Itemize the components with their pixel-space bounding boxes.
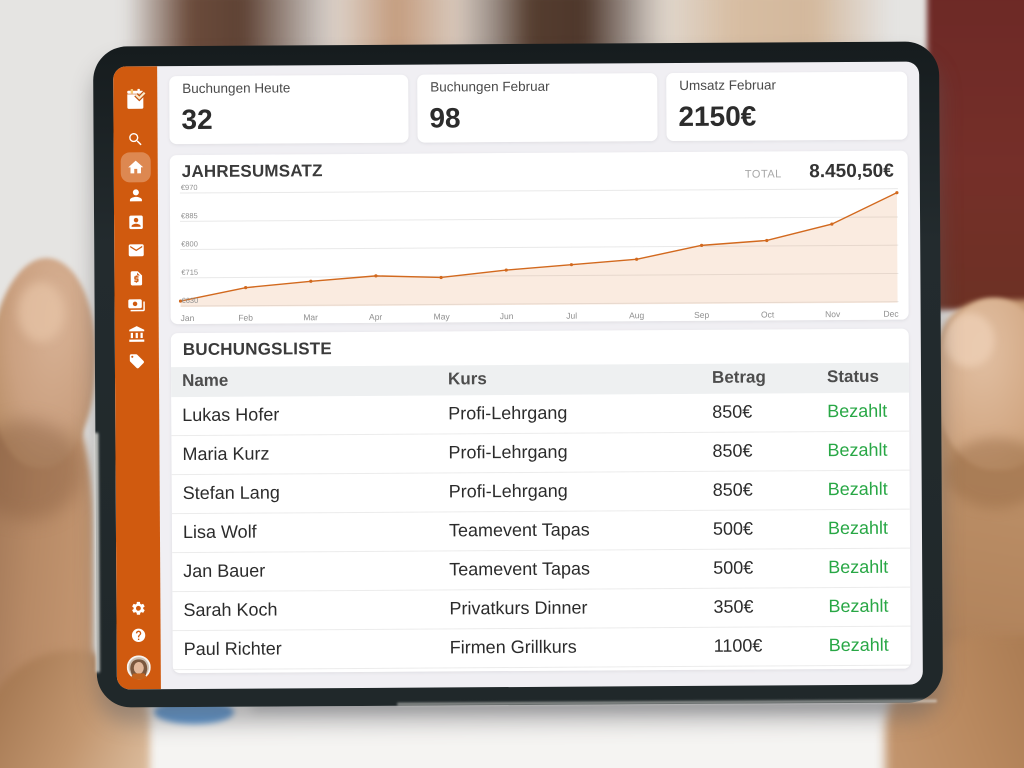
svg-text:Sep: Sep xyxy=(694,310,709,320)
svg-text:€715: €715 xyxy=(181,268,198,277)
svg-text:€800: €800 xyxy=(181,239,198,248)
svg-text:Dec: Dec xyxy=(883,309,899,319)
svg-text:€970: €970 xyxy=(181,183,198,192)
svg-text:Apr: Apr xyxy=(369,312,382,322)
svg-text:€630: €630 xyxy=(182,296,199,305)
svg-text:Mar: Mar xyxy=(303,312,318,322)
svg-text:May: May xyxy=(434,311,451,321)
svg-text:Jul: Jul xyxy=(566,311,577,321)
svg-text:Nov: Nov xyxy=(825,309,841,319)
svg-text:Jun: Jun xyxy=(500,311,514,321)
svg-text:Aug: Aug xyxy=(629,310,644,320)
svg-text:Oct: Oct xyxy=(761,309,775,319)
svg-text:Jan: Jan xyxy=(181,313,195,323)
svg-text:Feb: Feb xyxy=(238,313,253,323)
svg-text:€885: €885 xyxy=(181,211,198,220)
